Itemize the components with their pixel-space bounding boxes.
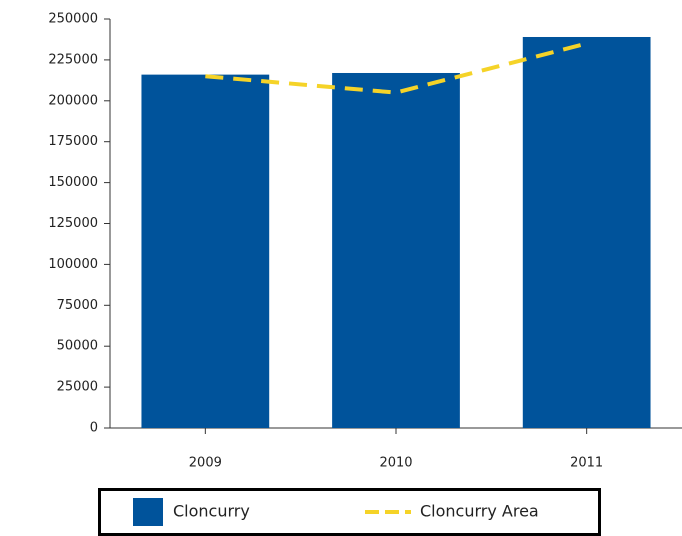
legend-swatch (133, 498, 163, 526)
y-tick-label: 175000 (48, 134, 98, 149)
line (205, 41, 588, 95)
y-tick-label: 75000 (57, 298, 98, 313)
bar (522, 36, 651, 428)
y-tick-label: 25000 (57, 380, 98, 395)
x-tick-label: 2009 (189, 456, 222, 471)
y-tick-label: 50000 (57, 339, 98, 354)
y-tick-label: 225000 (48, 52, 98, 67)
y-tick-label: 0 (90, 421, 98, 436)
y-tick-label: 200000 (48, 93, 98, 108)
y-tick-label: 100000 (48, 257, 98, 272)
bar (332, 72, 460, 428)
y-tick-label: 250000 (48, 12, 98, 27)
legend-label: Cloncurry Area (420, 502, 539, 521)
y-tick-label: 150000 (48, 175, 98, 190)
x-tick-label: 2010 (379, 456, 412, 471)
y-tick-label: 125000 (48, 216, 98, 231)
bar (141, 74, 270, 429)
legend-label: Cloncurry (173, 502, 250, 521)
legend (98, 488, 601, 536)
x-tick-label: 2011 (570, 456, 603, 471)
